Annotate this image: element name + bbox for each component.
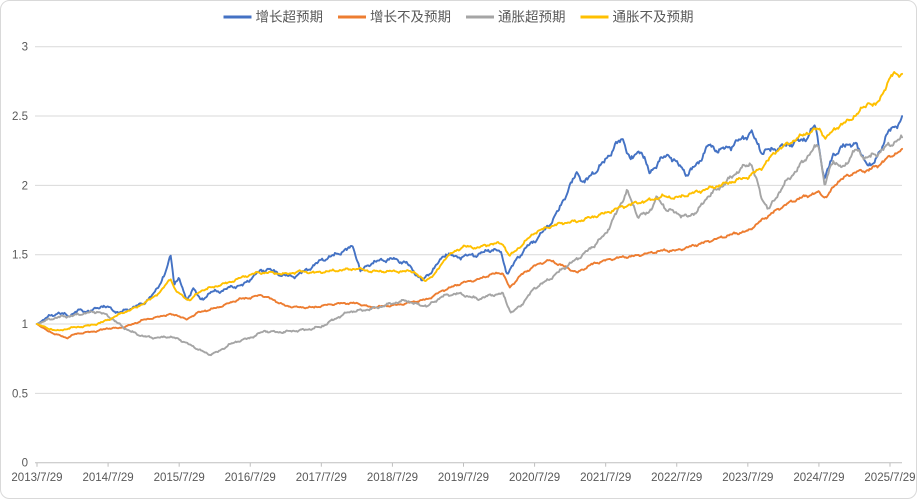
legend-label-growth-above-expectations: 增长超预期 [256,10,324,25]
x-axis-label: 2022/7/29 [651,472,702,484]
series-line-growth-below-expectations [36,147,904,340]
x-axis-label: 2019/7/29 [438,472,489,484]
x-axis-label: 2023/7/29 [722,472,773,484]
x-axis-label: 2013/7/29 [11,472,62,484]
x-axis-label: 2021/7/29 [580,472,631,484]
y-axis-label: 1.5 [12,250,28,262]
y-axis-label: 0 [22,458,28,470]
x-axis-label: 2014/7/29 [82,472,133,484]
series-line-inflation-above-expectations [36,134,904,357]
legend-label-inflation-above-expectations: 通胀超预期 [498,10,566,25]
y-axis-label: 1 [22,319,28,331]
y-axis-label: 3 [22,42,28,54]
legend: 增长超预期 增长不及预期 通胀超预期 通胀不及预期 [223,10,694,25]
x-axis-label: 2017/7/29 [296,472,347,484]
x-axis-label: 2020/7/29 [509,472,560,484]
y-axis-label: 2 [22,180,28,192]
x-axis-label: 2018/7/29 [367,472,418,484]
x-axis-label: 2016/7/29 [225,472,276,484]
y-axis-label: 2.5 [12,111,28,123]
series-line-growth-above-expectations [36,115,904,325]
legend-label-inflation-below-expectations: 通胀不及预期 [613,10,694,25]
x-axis-label: 2015/7/29 [154,472,205,484]
legend-label-growth-below-expectations: 增长不及预期 [370,10,451,25]
x-axis-label: 2025/7/29 [864,472,915,484]
x-axis-label: 2024/7/29 [793,472,844,484]
series-line-inflation-below-expectations [36,71,904,332]
y-axis-label: 0.5 [12,388,28,400]
